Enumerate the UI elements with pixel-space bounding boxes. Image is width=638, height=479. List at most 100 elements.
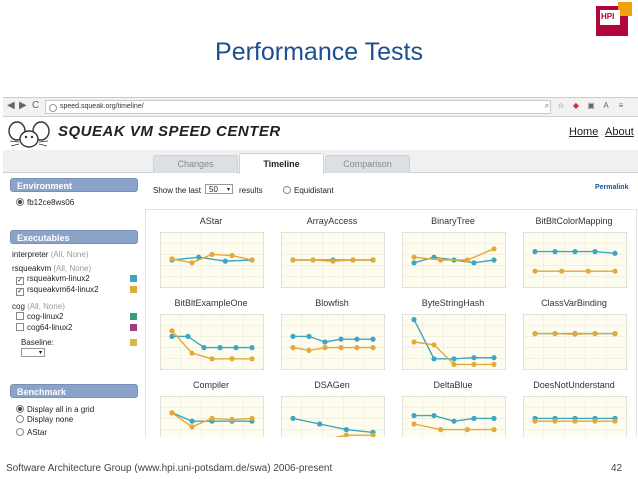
- executable-cog-linux2[interactable]: cog-linux2: [16, 312, 63, 321]
- checkbox-icon[interactable]: [16, 312, 24, 320]
- data-point[interactable]: [612, 268, 618, 274]
- benchmark-chart[interactable]: BinaryTree: [392, 216, 514, 306]
- data-point[interactable]: [532, 249, 538, 255]
- back-icon[interactable]: ◀: [7, 100, 15, 111]
- data-point[interactable]: [306, 333, 312, 339]
- benchmark-chart[interactable]: BitBltExampleOne: [150, 298, 272, 388]
- data-point[interactable]: [185, 333, 191, 339]
- forward-icon[interactable]: ▶: [19, 100, 27, 111]
- data-point[interactable]: [471, 361, 477, 367]
- baseline-select[interactable]: ▾: [21, 348, 45, 357]
- radio-icon[interactable]: [16, 198, 24, 206]
- data-point[interactable]: [249, 415, 255, 421]
- checkbox-icon[interactable]: [16, 323, 24, 331]
- data-point[interactable]: [464, 427, 470, 433]
- benchmark-heading[interactable]: Benchmark: [10, 384, 138, 398]
- data-point[interactable]: [612, 250, 618, 256]
- data-point[interactable]: [201, 345, 207, 351]
- data-point[interactable]: [229, 356, 235, 362]
- benchmark-chart[interactable]: DeltaBlue: [392, 380, 514, 437]
- data-point[interactable]: [431, 342, 437, 348]
- data-point[interactable]: [471, 260, 477, 266]
- data-point[interactable]: [471, 355, 477, 361]
- data-point[interactable]: [491, 427, 497, 433]
- data-point[interactable]: [572, 249, 578, 255]
- checkbox-icon[interactable]: [283, 186, 291, 194]
- executable-cog64-linux2[interactable]: cog64-linux2: [16, 323, 72, 332]
- data-point[interactable]: [438, 257, 444, 263]
- tab-comparison[interactable]: Comparison: [325, 155, 410, 173]
- data-point[interactable]: [338, 345, 344, 351]
- data-point[interactable]: [169, 256, 175, 262]
- data-point[interactable]: [471, 415, 477, 421]
- page-info-icon[interactable]: [49, 104, 57, 112]
- data-point[interactable]: [592, 331, 598, 337]
- data-point[interactable]: [189, 350, 195, 356]
- data-point[interactable]: [532, 418, 538, 424]
- data-point[interactable]: [592, 249, 598, 255]
- data-point[interactable]: [370, 257, 376, 263]
- data-point[interactable]: [411, 339, 417, 345]
- data-point[interactable]: [189, 424, 195, 430]
- data-point[interactable]: [451, 418, 457, 424]
- checkbox-checked-icon[interactable]: ✓: [16, 277, 24, 285]
- benchmark-option-astar[interactable]: AStar: [16, 428, 47, 437]
- data-point[interactable]: [249, 257, 255, 263]
- benchmark-chart[interactable]: BitBltColorMapping: [513, 216, 635, 306]
- data-point[interactable]: [451, 356, 457, 362]
- data-point[interactable]: [552, 249, 558, 255]
- executable-rsqueakvm64-linux2[interactable]: ✓ rsqueakvm64-linux2: [16, 285, 99, 296]
- data-point[interactable]: [189, 260, 195, 266]
- data-point[interactable]: [306, 347, 312, 353]
- data-point[interactable]: [354, 345, 360, 351]
- data-point[interactable]: [343, 432, 349, 437]
- data-point[interactable]: [330, 258, 336, 264]
- benchmark-chart[interactable]: DoesNotUnderstand: [513, 380, 635, 437]
- url-field[interactable]: speed.squeak.org/timeline/: [45, 100, 551, 114]
- benchmark-option-grid[interactable]: Display all in a grid: [16, 405, 94, 414]
- data-point[interactable]: [310, 257, 316, 263]
- data-point[interactable]: [290, 333, 296, 339]
- home-link[interactable]: Home: [569, 126, 599, 138]
- about-link[interactable]: About: [605, 126, 634, 138]
- data-point[interactable]: [592, 418, 598, 424]
- benchmark-chart[interactable]: ArrayAccess: [271, 216, 393, 306]
- data-point[interactable]: [464, 257, 470, 263]
- data-point[interactable]: [338, 336, 344, 342]
- data-point[interactable]: [350, 257, 356, 263]
- data-point[interactable]: [491, 361, 497, 367]
- benchmark-chart[interactable]: Blowfish: [271, 298, 393, 388]
- data-point[interactable]: [532, 331, 538, 337]
- data-point[interactable]: [585, 268, 591, 274]
- data-point[interactable]: [431, 356, 437, 362]
- data-point[interactable]: [290, 345, 296, 351]
- checkbox-checked-icon[interactable]: ✓: [16, 288, 24, 296]
- data-point[interactable]: [233, 345, 239, 351]
- environment-heading[interactable]: Environment: [10, 178, 138, 192]
- data-point[interactable]: [451, 361, 457, 367]
- data-point[interactable]: [354, 336, 360, 342]
- data-point[interactable]: [317, 421, 323, 427]
- benchmark-chart[interactable]: AStar: [150, 216, 272, 306]
- interpreter-all-none-links[interactable]: (All, None): [50, 250, 89, 259]
- data-point[interactable]: [249, 345, 255, 351]
- data-point[interactable]: [411, 317, 417, 323]
- radio-icon[interactable]: [16, 428, 24, 436]
- data-point[interactable]: [196, 254, 202, 260]
- radio-icon[interactable]: [16, 405, 24, 413]
- data-point[interactable]: [322, 345, 328, 351]
- tab-timeline[interactable]: Timeline: [239, 153, 324, 174]
- radio-icon[interactable]: [16, 415, 24, 423]
- data-point[interactable]: [343, 427, 349, 433]
- data-point[interactable]: [189, 418, 195, 424]
- data-point[interactable]: [209, 251, 215, 257]
- data-point[interactable]: [572, 331, 578, 337]
- data-point[interactable]: [559, 268, 565, 274]
- rsqueakvm-all-none-links[interactable]: (All, None): [53, 264, 92, 273]
- permalink-link[interactable]: Permalink: [595, 184, 629, 191]
- data-point[interactable]: [169, 328, 175, 334]
- data-point[interactable]: [411, 260, 417, 266]
- data-point[interactable]: [370, 336, 376, 342]
- benchmark-chart[interactable]: DSAGen: [271, 380, 393, 437]
- tab-changes[interactable]: Changes: [153, 155, 238, 173]
